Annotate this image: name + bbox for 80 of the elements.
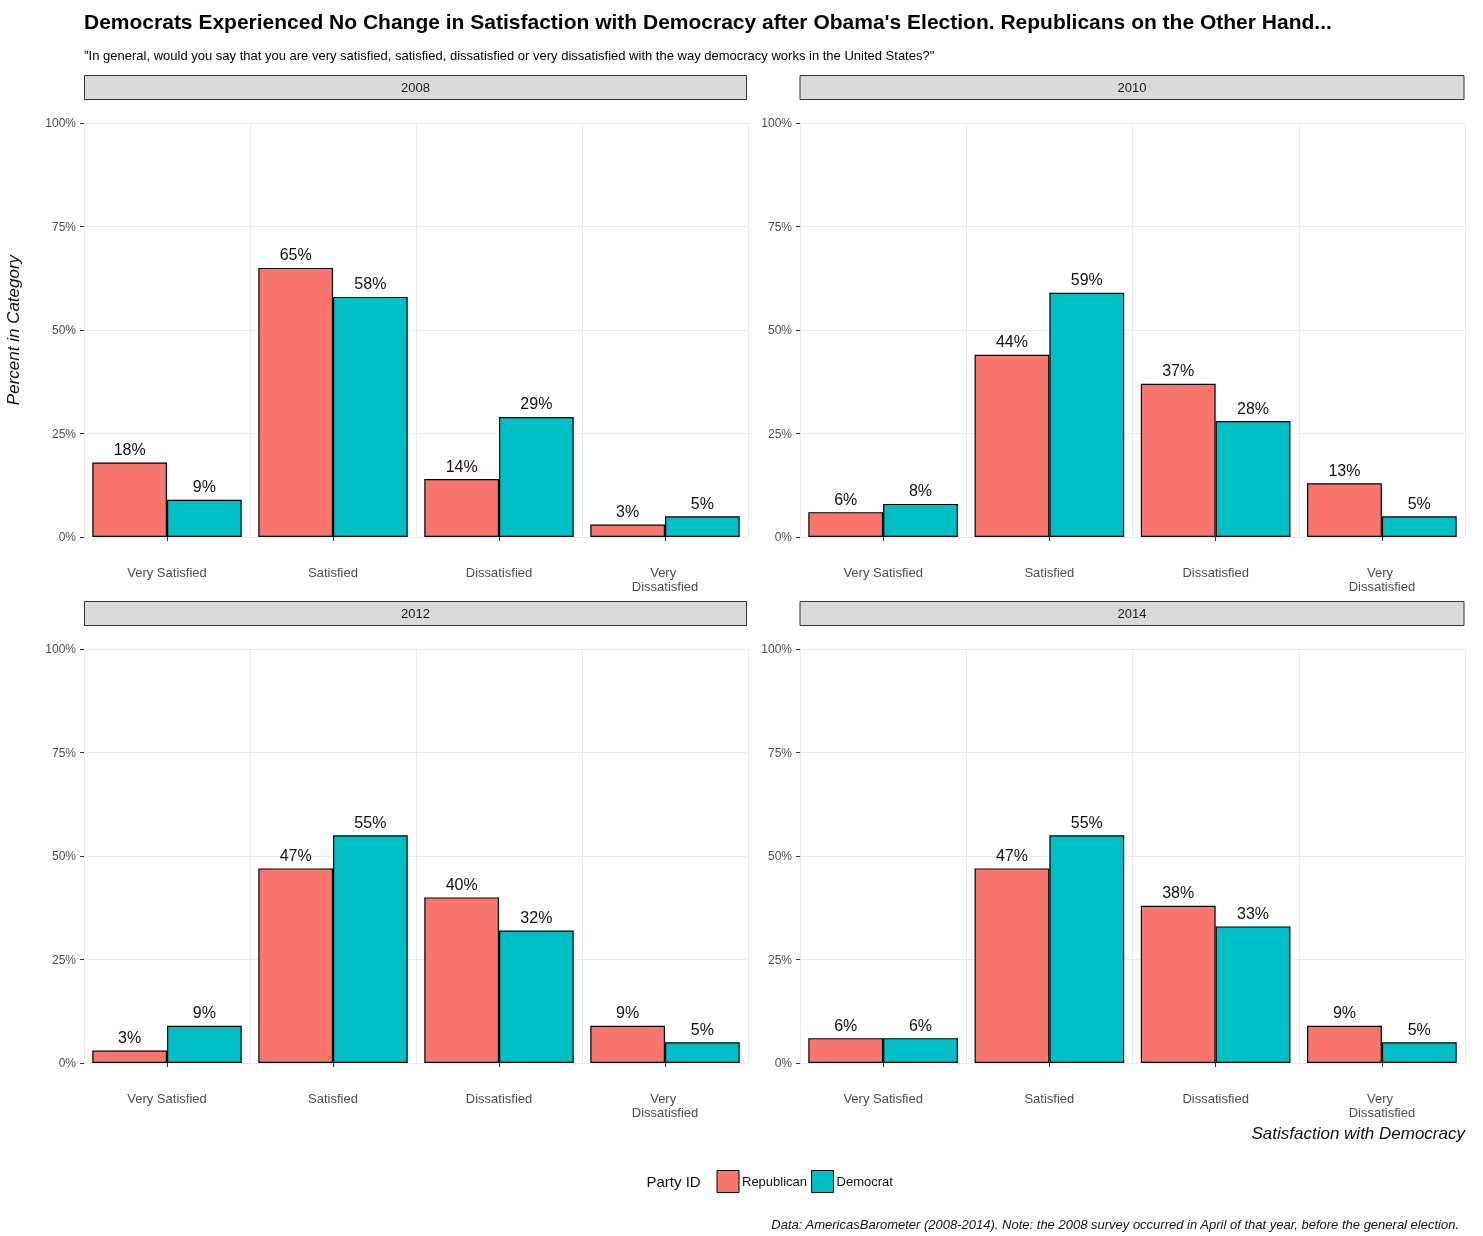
x-tick-label: Very Dissatisfied [631, 564, 699, 594]
data-label: 40% [445, 875, 478, 893]
data-label: 14% [445, 457, 478, 475]
data-label: 33% [1237, 904, 1270, 922]
y-tick-label: 75% [767, 219, 793, 234]
data-label: 37% [1162, 362, 1195, 380]
x-tick-label: Dissatisfied [465, 564, 533, 580]
data-label: 5% [1407, 494, 1431, 512]
data-label: 44% [995, 333, 1028, 351]
legend-label: Democrat [836, 1174, 894, 1189]
text: Data: AmericasBarometer (2008-2014). Note: the 2008 survey occurred in April of that year, before the general election. [771, 1217, 1460, 1232]
data-label: 59% [1070, 271, 1103, 289]
data-label: 3% [118, 1029, 142, 1047]
data-label: 55% [1070, 813, 1103, 831]
y-tick-label: 100% [761, 116, 793, 130]
y-tick-label: 0% [774, 530, 793, 544]
y-tick-label: 25% [51, 426, 77, 441]
data-label: 5% [690, 494, 714, 512]
chart-title: 2012 [401, 606, 430, 621]
x-tick-label: Dissatisfied [1182, 564, 1249, 580]
data-label: 8% [908, 482, 933, 500]
data-label: 47% [995, 846, 1028, 864]
y-tick-label: 0% [58, 530, 77, 544]
chart-title: 2010 [1117, 80, 1147, 95]
chart-title: 2008 [401, 80, 430, 95]
data-label: 65% [279, 246, 312, 264]
chart-title: 2014 [1117, 606, 1147, 621]
data-label: 9% [1332, 1004, 1357, 1022]
data-label: 5% [690, 1020, 714, 1038]
x-tick-label: Dissatisfied [465, 1090, 533, 1106]
legend-title: Party ID [646, 1173, 701, 1190]
data-label: 5% [1407, 1020, 1431, 1038]
y-tick-label: 100% [45, 116, 77, 130]
y-tick-label: 100% [761, 642, 793, 656]
y-tick-label: 50% [51, 849, 77, 863]
text: Democrats Experienced No Change in Satisfaction with Democracy after Obama's Election. Republicans on the Other Hand... [84, 10, 1332, 34]
data-label: 28% [1237, 399, 1270, 417]
data-label: 32% [520, 909, 553, 927]
text: "In general, would you say that you are very satisfied, satisfied, dissatisfied or very dissatisfied with the way democracy works in the United States?" [84, 48, 935, 63]
x-tick-label: Satisfied [1024, 1090, 1075, 1106]
data-label: 3% [616, 503, 640, 521]
x-tick-label: Satisfied [308, 564, 358, 580]
y-tick-label: 50% [767, 323, 793, 337]
data-label: 58% [354, 275, 387, 293]
data-label: 47% [279, 846, 312, 864]
x-tick-label: Very Satisfied [843, 1090, 923, 1106]
x-tick-label: Satisfied [308, 1090, 358, 1106]
data-label: 18% [113, 440, 146, 458]
x-tick-label: Very Dissatisfied [1348, 564, 1416, 594]
y-tick-label: 0% [58, 1056, 77, 1070]
y-tick-label: 0% [774, 1056, 793, 1070]
data-label: 6% [908, 1016, 933, 1034]
y-axis-title: Percent in Category [4, 253, 23, 406]
x-tick-label: Very Dissatisfied [631, 1090, 699, 1120]
y-tick-label: 75% [767, 745, 793, 760]
data-label: 9% [616, 1004, 640, 1022]
y-tick-label: 25% [767, 426, 793, 441]
y-tick-label: 25% [767, 952, 793, 967]
data-label: 13% [1328, 461, 1361, 479]
x-axis-title: Satisfaction with Democracy [1251, 1124, 1467, 1143]
y-tick-label: 75% [51, 219, 77, 234]
y-tick-label: 50% [767, 849, 793, 863]
x-tick-label: Satisfied [1024, 564, 1075, 580]
x-tick-label: Dissatisfied [1182, 1090, 1249, 1106]
x-tick-label: Very Dissatisfied [1348, 1090, 1416, 1120]
legend-label: Republican [742, 1174, 808, 1189]
y-tick-label: 75% [51, 745, 77, 760]
data-label: 9% [192, 478, 216, 496]
x-tick-label: Very Satisfied [127, 1090, 207, 1106]
data-label: 9% [192, 1004, 216, 1022]
data-label: 29% [520, 395, 553, 413]
y-tick-label: 50% [51, 323, 77, 337]
data-label: 6% [834, 490, 858, 508]
data-label: 38% [1162, 884, 1195, 902]
data-label: 6% [834, 1016, 858, 1034]
x-tick-label: Very Satisfied [127, 564, 207, 580]
y-tick-label: 25% [51, 952, 77, 967]
y-tick-label: 100% [45, 642, 77, 656]
data-label: 55% [354, 813, 387, 831]
x-tick-label: Very Satisfied [843, 564, 923, 580]
